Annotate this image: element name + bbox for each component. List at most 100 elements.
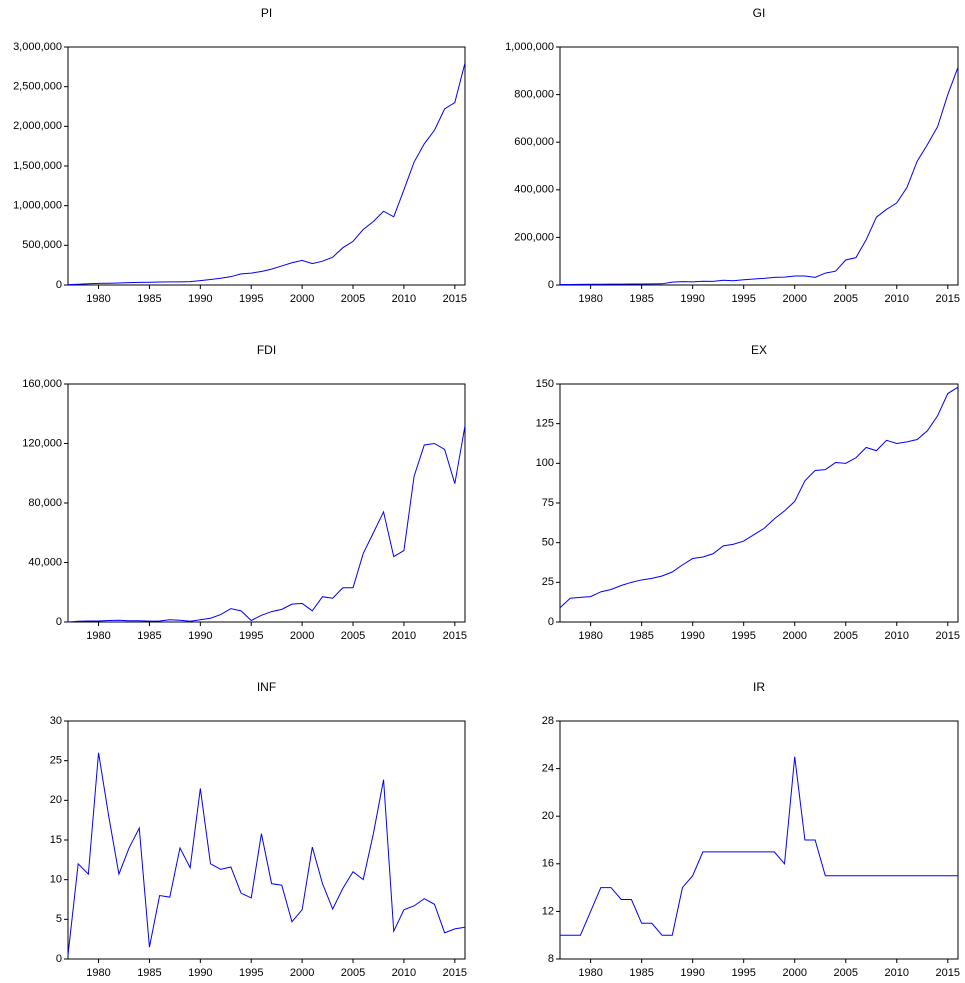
- y-tick-label: 25: [50, 755, 62, 767]
- x-tick-label: 2005: [341, 630, 365, 642]
- chart-title: INF: [257, 680, 276, 694]
- x-tick-label: 1995: [731, 630, 755, 642]
- x-tick-label: 2015: [443, 630, 467, 642]
- y-tick-label: 10: [50, 874, 62, 886]
- y-tick-label: 1,500,000: [13, 160, 62, 172]
- x-tick-label: 1980: [578, 630, 602, 642]
- x-tick-label: 2010: [885, 630, 909, 642]
- chart-title: FDI: [257, 343, 276, 357]
- x-tick-label: 1990: [680, 630, 704, 642]
- x-tick-label: 1980: [86, 630, 110, 642]
- x-tick-label: 1995: [731, 293, 755, 305]
- y-tick-label: 20: [50, 794, 62, 806]
- y-tick-label: 28: [542, 715, 554, 727]
- y-tick-label: 50: [542, 537, 554, 549]
- y-tick-label: 1,000,000: [13, 200, 62, 212]
- y-tick-label: 15: [50, 834, 62, 846]
- x-tick-label: 1995: [731, 967, 755, 979]
- x-tick-label: 2005: [834, 967, 858, 979]
- x-tick-label: 2000: [290, 293, 314, 305]
- x-tick-label: 2010: [392, 293, 416, 305]
- x-tick-label: 2015: [936, 630, 960, 642]
- y-tick-label: 400,000: [514, 184, 554, 196]
- data-line: [67, 62, 466, 286]
- x-tick-label: 1990: [680, 293, 704, 305]
- x-tick-label: 2010: [392, 967, 416, 979]
- x-tick-label: 1980: [86, 967, 110, 979]
- y-tick-label: 2,000,000: [13, 120, 62, 132]
- y-tick-label: 75: [542, 497, 554, 509]
- y-tick-label: 0: [56, 953, 62, 965]
- plot-frame: [67, 383, 466, 623]
- x-tick-label: 1995: [239, 630, 263, 642]
- y-tick-label: 3,000,000: [13, 41, 62, 53]
- y-tick-label: 8: [548, 953, 554, 965]
- y-tick-label: 12: [542, 905, 554, 917]
- x-tick-label: 2005: [341, 967, 365, 979]
- y-tick-label: 40,000: [28, 556, 62, 568]
- x-tick-label: 2015: [443, 967, 467, 979]
- x-tick-label: 1985: [137, 293, 161, 305]
- x-tick-label: 1990: [188, 967, 212, 979]
- y-tick-label: 600,000: [514, 136, 554, 148]
- y-tick-label: 1,000,000: [505, 41, 554, 53]
- y-tick-label: 0: [548, 616, 554, 628]
- x-tick-label: 1985: [629, 293, 653, 305]
- chart-title: IR: [753, 680, 765, 694]
- x-tick-label: 2000: [782, 293, 806, 305]
- data-line: [560, 756, 958, 936]
- x-tick-label: 1980: [578, 293, 602, 305]
- y-tick-label: 16: [542, 858, 554, 870]
- y-tick-label: 100: [536, 457, 554, 469]
- y-tick-label: 150: [536, 378, 554, 390]
- x-tick-label: 2010: [885, 967, 909, 979]
- y-tick-label: 25: [542, 576, 554, 588]
- y-tick-label: 120,000: [22, 437, 62, 449]
- x-tick-label: 2000: [782, 630, 806, 642]
- x-tick-label: 2015: [443, 293, 467, 305]
- x-tick-label: 2010: [392, 630, 416, 642]
- data-line: [67, 752, 466, 956]
- y-tick-label: 800,000: [514, 89, 554, 101]
- plot-frame: [559, 720, 959, 960]
- data-line: [559, 386, 959, 609]
- y-tick-label: 80,000: [28, 497, 62, 509]
- x-tick-label: 1980: [578, 967, 602, 979]
- x-tick-label: 2005: [834, 293, 858, 305]
- y-tick-label: 30: [50, 715, 62, 727]
- plot-frame: [67, 46, 466, 286]
- x-tick-label: 1990: [188, 630, 212, 642]
- x-tick-label: 1995: [239, 293, 263, 305]
- chart-title: GI: [753, 6, 766, 20]
- y-tick-label: 20: [542, 810, 554, 822]
- y-tick-label: 0: [56, 279, 62, 291]
- x-tick-label: 1985: [137, 967, 161, 979]
- x-tick-label: 2005: [341, 293, 365, 305]
- chart-title: EX: [751, 343, 767, 357]
- data-line: [560, 67, 959, 286]
- x-tick-label: 2000: [782, 967, 806, 979]
- x-tick-label: 2000: [290, 630, 314, 642]
- plot-frame: [67, 720, 466, 960]
- y-tick-label: 125: [536, 418, 554, 430]
- y-tick-label: 2,500,000: [13, 81, 62, 93]
- x-tick-label: 2010: [885, 293, 909, 305]
- x-tick-label: 1985: [137, 630, 161, 642]
- x-tick-label: 2000: [290, 967, 314, 979]
- x-tick-label: 1990: [680, 967, 704, 979]
- y-tick-label: 160,000: [22, 378, 62, 390]
- y-tick-label: 0: [548, 279, 554, 291]
- y-tick-label: 0: [56, 616, 62, 628]
- x-tick-label: 1985: [629, 967, 653, 979]
- y-tick-label: 500,000: [22, 239, 62, 251]
- chart-title: PI: [261, 6, 272, 20]
- data-line: [67, 425, 466, 623]
- y-tick-label: 200,000: [514, 231, 554, 243]
- plot-frame: [559, 46, 959, 286]
- y-tick-label: 5: [56, 913, 62, 925]
- x-tick-label: 1985: [629, 630, 653, 642]
- x-tick-label: 2015: [936, 293, 960, 305]
- x-tick-label: 1990: [188, 293, 212, 305]
- x-tick-label: 2015: [936, 967, 960, 979]
